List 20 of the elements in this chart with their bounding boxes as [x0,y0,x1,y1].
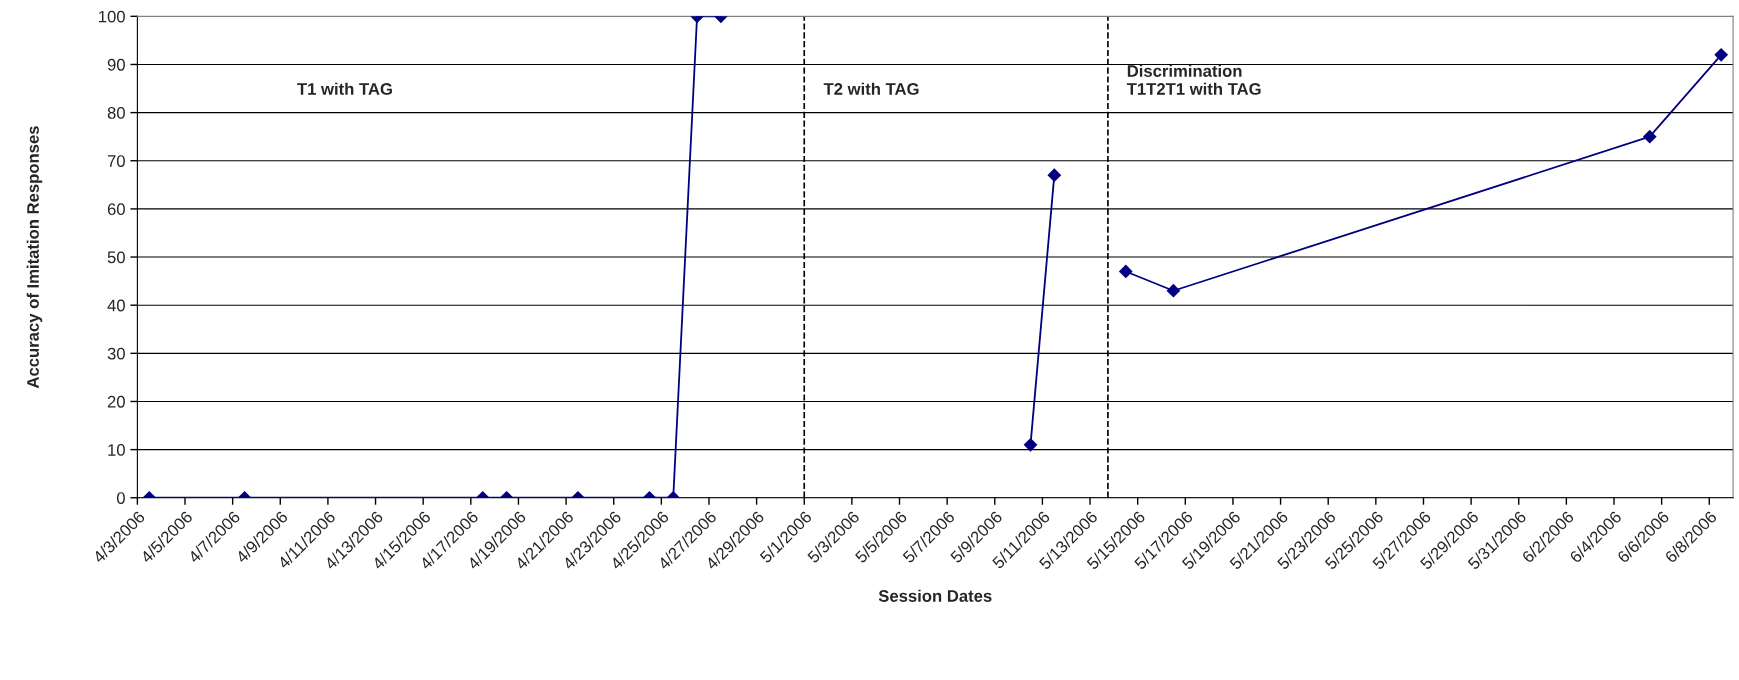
y-tick-label: 70 [107,155,125,167]
y-axis-title: Accuracy of Imitation Responses [26,126,43,389]
point [1047,168,1062,183]
x-axis-title: Session Dates [878,589,992,602]
y-tick-label: 60 [107,203,125,216]
y-tick-label: 0 [116,492,125,504]
annotation: T1 with TAG [297,82,392,95]
annotation: Discrimination T1T2T1 with TAG [1126,64,1261,95]
point [1642,129,1657,144]
point [1166,283,1181,298]
y-tick-label: 100 [99,10,125,23]
y-tick-label: 40 [107,299,125,312]
point [1118,264,1133,279]
y-tick-label: 30 [107,347,125,360]
annotation: T2 with TAG [823,82,919,95]
y-tick-label: 90 [107,58,125,71]
y-tick-label: 50 [107,251,125,264]
y-tick-label: 20 [107,395,125,408]
y-tick-label: 10 [108,444,125,456]
y-tick-label: 80 [107,107,125,119]
